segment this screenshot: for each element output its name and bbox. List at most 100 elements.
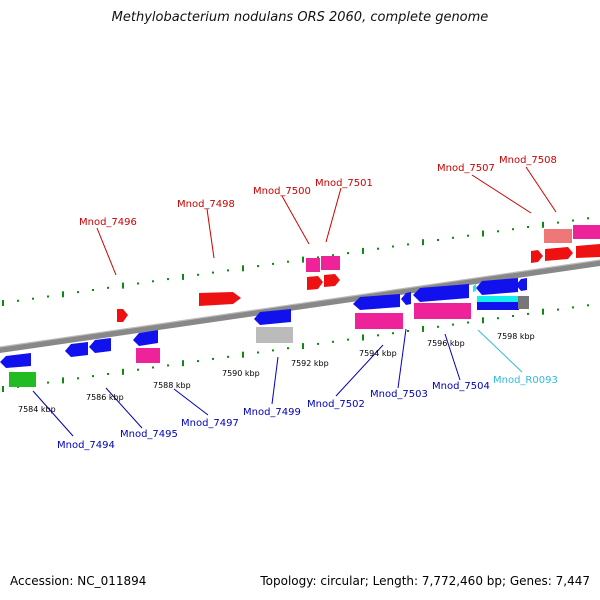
tick-mark <box>302 256 304 263</box>
tick-mark <box>332 254 334 257</box>
tick-mark <box>437 239 439 241</box>
tick-mark <box>287 347 289 350</box>
gene-label-mnod-7508[interactable]: Mnod_7508 <box>499 155 557 166</box>
tick-mark <box>47 381 49 384</box>
gene-mnod-7503-a[interactable] <box>401 292 411 305</box>
tick-mark <box>452 323 454 326</box>
tick-mark <box>212 271 214 274</box>
tick-mark <box>152 280 154 283</box>
gene-mnod-7504-a[interactable] <box>476 278 518 295</box>
tick-mark <box>212 357 214 360</box>
gene-mnod-7505[interactable] <box>477 302 519 310</box>
tick-mark <box>587 304 589 307</box>
tick-mark <box>467 234 469 237</box>
tick-mark <box>302 343 304 350</box>
gene-mnod-7502-b[interactable] <box>355 313 403 329</box>
tick-mark <box>497 230 499 233</box>
tick-mark <box>422 325 424 332</box>
tick-mark <box>2 300 4 306</box>
gene-label-mnod-7502[interactable]: Mnod_7502 <box>307 399 365 410</box>
gene-mnod-7502-a[interactable] <box>353 294 400 310</box>
gene-label-mnod-7495[interactable]: Mnod_7495 <box>120 429 178 440</box>
tick-mark <box>527 312 529 315</box>
tick-mark <box>482 230 484 237</box>
tick-mark <box>377 247 379 250</box>
gene-label-mnod-7504[interactable]: Mnod_7504 <box>432 381 490 392</box>
gene-green-7493b[interactable] <box>9 372 36 387</box>
tick-mark <box>137 282 139 285</box>
gene-mnod-7498[interactable] <box>199 292 241 306</box>
gene-mnod-7494-b[interactable] <box>89 338 111 353</box>
gene-label-mnod-7499[interactable]: Mnod_7499 <box>243 407 301 418</box>
tick-mark <box>92 375 94 378</box>
tick-mark <box>407 243 409 246</box>
leader-mnod-7496 <box>96 227 117 276</box>
gene-mnod-7496[interactable] <box>117 309 128 322</box>
tick-mark <box>332 340 334 343</box>
gene-mnod-7508-b[interactable] <box>576 244 600 258</box>
kbp-label: 7586 kbp <box>86 393 124 402</box>
gene-mnod-7503-c[interactable] <box>414 303 471 319</box>
tick-mark <box>557 308 559 311</box>
tick-mark <box>17 299 19 302</box>
gene-mnod-7494-a[interactable] <box>65 342 88 357</box>
accession-text: Accession: NC_011894 <box>10 574 147 588</box>
leader-mnod-7497 <box>173 388 209 416</box>
gene-mnod-7507-b[interactable] <box>545 247 573 261</box>
gene-mnod-7499-b[interactable] <box>256 327 293 343</box>
gene-mnod-7500-a[interactable] <box>306 258 320 272</box>
tick-mark <box>242 265 244 272</box>
gene-mnod-7499-a[interactable] <box>254 309 291 325</box>
leader-mnod-7508 <box>525 166 557 213</box>
gene-mnod-7501-b[interactable] <box>324 274 340 287</box>
tick-mark <box>572 306 574 309</box>
gene-label-mnod-7503[interactable]: Mnod_7503 <box>370 389 428 400</box>
gene-mnod-7503-b[interactable] <box>413 284 469 302</box>
gene-mnod-7507-a[interactable] <box>544 229 572 243</box>
tick-mark <box>62 291 64 298</box>
tick-mark <box>377 334 379 337</box>
gene-mnod-7506[interactable] <box>531 250 543 263</box>
leader-mnod-7494 <box>32 390 74 437</box>
tick-mark <box>542 221 544 228</box>
gene-mnod-7495-a[interactable] <box>133 330 158 346</box>
gene-mnod-7504-b[interactable] <box>516 278 527 291</box>
tick-mark <box>167 278 169 281</box>
gene-mnod-7500-b[interactable] <box>307 276 323 290</box>
tick-mark <box>47 295 49 298</box>
leader-mnod-7498 <box>206 208 215 259</box>
gene-label-mnod-7501[interactable]: Mnod_7501 <box>315 178 373 189</box>
gene-mnod-7508-a[interactable] <box>573 225 600 239</box>
tick-mark <box>182 273 184 280</box>
gene-label-mnod-7496[interactable]: Mnod_7496 <box>79 217 137 228</box>
rna-label-mnod-r0093[interactable]: Mnod_R0093 <box>493 375 558 386</box>
tick-mark <box>392 332 394 335</box>
tick-mark <box>497 317 499 320</box>
tick-mark <box>152 366 154 369</box>
leader-mnod-7495 <box>105 387 143 429</box>
gene-label-mnod-7498[interactable]: Mnod_7498 <box>177 199 235 210</box>
tick-mark <box>257 265 259 268</box>
gene-mnod-r0093-b[interactable] <box>477 296 519 302</box>
gene-label-mnod-7500[interactable]: Mnod_7500 <box>253 186 311 197</box>
kbp-label: 7592 kbp <box>291 359 329 368</box>
gene-label-mnod-7497[interactable]: Mnod_7497 <box>181 418 239 429</box>
gene-label-mnod-7494[interactable]: Mnod_7494 <box>57 440 115 451</box>
kbp-label: 7590 kbp <box>222 369 260 378</box>
gene-label-mnod-7507[interactable]: Mnod_7507 <box>437 163 495 174</box>
gene-mnod-7495-b[interactable] <box>136 348 160 363</box>
leader-mnod-7502 <box>335 344 384 397</box>
tick-mark <box>317 342 319 345</box>
tick-mark <box>467 321 469 324</box>
tick-mark <box>422 239 424 246</box>
gene-mnod-r0093-a[interactable] <box>473 284 476 292</box>
tick-mark <box>197 273 199 276</box>
genome-title: Methylobacterium nodulans ORS 2060, comp… <box>111 10 489 25</box>
tick-mark <box>317 256 319 259</box>
kbp-label: 7588 kbp <box>153 381 191 390</box>
tick-mark <box>362 247 364 254</box>
gene-mnod-7493[interactable] <box>0 353 31 368</box>
gene-gray-7505b[interactable] <box>518 296 529 309</box>
gene-mnod-7501-a[interactable] <box>321 256 340 270</box>
reverse-genes <box>0 278 529 387</box>
